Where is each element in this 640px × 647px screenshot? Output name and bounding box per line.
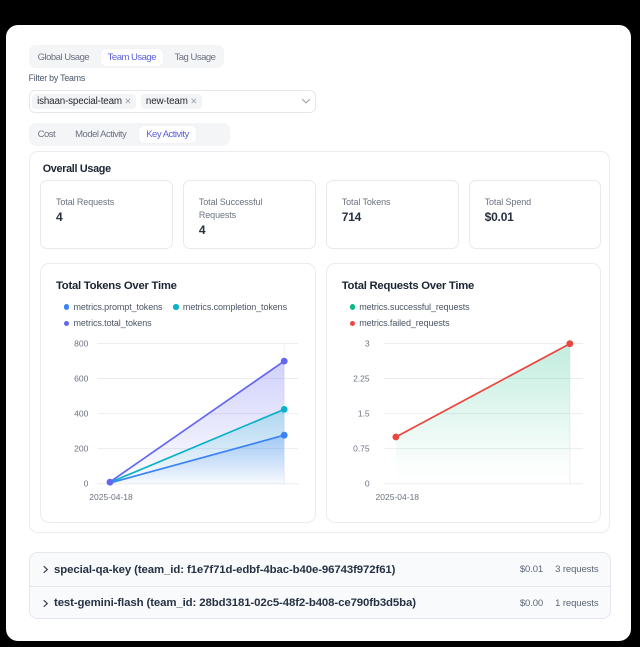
svg-text:2025-04-18: 2025-04-18	[375, 492, 419, 502]
svg-text:400: 400	[74, 409, 88, 419]
svg-text:1.5: 1.5	[358, 409, 370, 419]
svg-text:3: 3	[365, 339, 370, 349]
svg-text:0: 0	[84, 479, 89, 489]
svg-text:2.25: 2.25	[353, 374, 370, 384]
svg-text:0: 0	[365, 479, 370, 489]
svg-text:2025-04-18: 2025-04-18	[89, 492, 133, 502]
svg-text:600: 600	[74, 374, 88, 384]
svg-text:0.75: 0.75	[353, 444, 370, 454]
svg-text:200: 200	[74, 444, 88, 454]
svg-text:800: 800	[74, 339, 88, 349]
